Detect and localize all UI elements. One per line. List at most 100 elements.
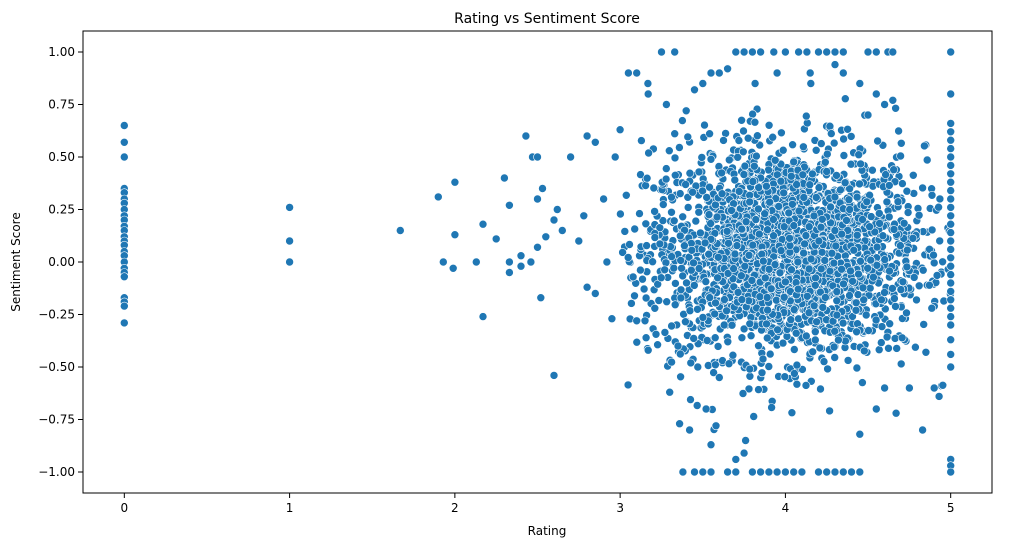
data-point	[902, 186, 912, 196]
data-point	[797, 467, 807, 477]
data-point	[852, 230, 862, 240]
data-point	[675, 419, 684, 429]
data-point	[505, 268, 514, 277]
data-point	[602, 257, 612, 267]
data-point	[884, 181, 894, 190]
data-point	[632, 68, 642, 78]
data-point	[902, 245, 912, 255]
y-tick-label: −0.25	[38, 308, 75, 322]
data-point	[648, 257, 657, 267]
data-point	[687, 246, 697, 255]
data-point	[935, 194, 945, 204]
data-point	[757, 249, 767, 259]
data-point	[778, 145, 788, 155]
data-point	[830, 192, 840, 202]
data-point	[816, 222, 826, 232]
data-point	[946, 303, 956, 313]
data-point	[681, 106, 691, 116]
data-point	[662, 100, 671, 109]
data-point	[899, 219, 909, 228]
data-point	[911, 342, 920, 352]
data-point	[713, 252, 723, 262]
data-point	[856, 159, 865, 169]
data-point	[741, 217, 751, 226]
data-point	[830, 226, 840, 235]
data-point	[946, 228, 956, 237]
data-point	[779, 222, 789, 231]
data-point	[624, 68, 633, 78]
data-point	[764, 264, 774, 274]
data-point	[897, 333, 907, 343]
data-point	[757, 368, 767, 378]
data-point	[623, 380, 633, 390]
data-point	[627, 299, 636, 308]
data-point	[720, 295, 729, 304]
data-point	[717, 168, 726, 178]
data-point	[914, 210, 924, 220]
data-point	[861, 310, 871, 320]
data-point	[852, 363, 862, 373]
data-point	[865, 222, 874, 231]
y-tick-label: −0.50	[38, 360, 75, 374]
data-point	[832, 296, 842, 306]
data-point	[649, 183, 659, 193]
data-point	[641, 333, 651, 343]
data-point	[723, 467, 732, 477]
data-point	[822, 167, 832, 176]
data-point	[698, 79, 708, 88]
data-point	[671, 279, 680, 288]
data-point	[639, 284, 649, 294]
data-point	[810, 327, 820, 337]
data-point	[686, 358, 696, 368]
data-point	[697, 153, 707, 162]
data-point	[754, 229, 764, 239]
data-point	[727, 320, 737, 330]
data-point	[946, 127, 956, 137]
data-point	[776, 176, 786, 186]
data-point	[804, 222, 814, 231]
data-point	[831, 241, 841, 251]
data-point	[946, 295, 956, 305]
data-point	[839, 134, 848, 144]
data-point	[822, 47, 832, 57]
data-point	[946, 144, 956, 153]
data-point	[607, 314, 617, 324]
data-point	[918, 183, 927, 193]
data-point	[869, 272, 878, 282]
data-point	[785, 241, 795, 250]
data-point	[630, 224, 640, 234]
x-tick-label: 2	[451, 501, 459, 515]
data-point	[946, 245, 956, 254]
data-point	[566, 152, 575, 162]
data-point	[816, 384, 825, 394]
data-point	[739, 126, 748, 136]
data-point	[858, 378, 867, 387]
data-point	[829, 258, 839, 268]
data-point	[854, 150, 864, 159]
data-point	[737, 295, 747, 304]
data-point	[762, 319, 771, 329]
data-point	[737, 271, 746, 281]
data-point	[816, 287, 825, 297]
data-point	[521, 131, 531, 141]
data-point	[946, 47, 956, 57]
data-point	[753, 131, 762, 140]
data-point	[920, 141, 929, 151]
data-point	[820, 256, 830, 265]
data-point	[805, 68, 815, 78]
data-point	[641, 181, 650, 190]
data-point	[776, 246, 786, 255]
data-point	[818, 303, 828, 312]
data-point	[871, 47, 881, 57]
data-point	[806, 79, 816, 88]
data-point	[896, 285, 906, 294]
data-point	[618, 248, 627, 257]
data-point	[744, 251, 754, 260]
data-point	[710, 309, 720, 319]
data-point	[120, 318, 129, 328]
data-point	[838, 467, 848, 477]
data-point	[779, 188, 789, 198]
data-point	[745, 319, 755, 329]
data-point	[876, 338, 886, 347]
data-point	[799, 193, 809, 202]
